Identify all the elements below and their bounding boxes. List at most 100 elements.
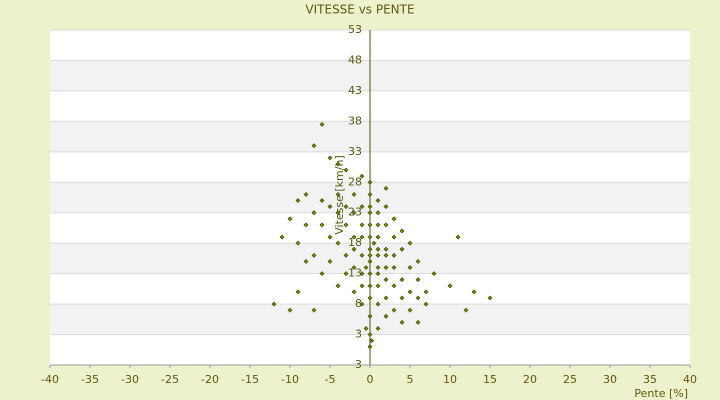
point (415, 259, 421, 264)
point (375, 222, 381, 228)
point (415, 295, 421, 301)
point (359, 222, 365, 228)
point (367, 192, 373, 197)
point (351, 192, 357, 197)
point (367, 271, 373, 277)
x-tick-label: -40 (41, 373, 59, 386)
y-tick-label: 53 (348, 23, 362, 36)
point (327, 259, 333, 264)
point (391, 283, 397, 289)
point (367, 246, 373, 252)
x-tick-label: -10 (281, 373, 299, 386)
point (375, 246, 381, 252)
point (287, 307, 293, 313)
point (407, 265, 413, 270)
point (279, 234, 285, 240)
point (407, 240, 413, 246)
y-tick-label: 8 (355, 297, 362, 310)
x-tick-label: 15 (483, 373, 497, 386)
point (383, 265, 389, 270)
y-tick-label: 13 (348, 267, 362, 280)
x-tick-label: 25 (563, 373, 577, 386)
x-tick-label: 5 (407, 373, 414, 386)
point (471, 289, 477, 295)
point (343, 204, 349, 210)
y-tick-label: 38 (348, 114, 362, 127)
point (371, 240, 377, 246)
point (367, 204, 373, 210)
point (311, 143, 317, 149)
point (359, 271, 365, 277)
point (383, 204, 389, 210)
x-tick-label: 30 (603, 373, 617, 386)
point (335, 283, 341, 289)
point (375, 283, 381, 289)
point (367, 283, 373, 289)
point (391, 234, 397, 240)
y-tick-label: 18 (348, 236, 362, 249)
point (367, 344, 373, 350)
point (367, 210, 373, 216)
point (311, 252, 317, 258)
point (359, 252, 365, 258)
point (375, 301, 381, 307)
point (415, 319, 421, 325)
point (363, 265, 369, 270)
point (303, 259, 309, 264)
x-tick-label: -30 (121, 373, 139, 386)
point (319, 222, 325, 228)
x-tick-label: 35 (643, 373, 657, 386)
point (367, 222, 373, 228)
point (399, 319, 405, 325)
point (367, 234, 373, 240)
point (383, 313, 389, 319)
point (407, 307, 413, 313)
point (295, 240, 301, 246)
y-tick-label: 33 (348, 145, 362, 158)
point (303, 222, 309, 228)
x-axis-label: Pente [%] (634, 387, 688, 400)
point (399, 295, 405, 301)
point (271, 301, 277, 307)
point (399, 277, 405, 283)
point (487, 295, 493, 301)
point (359, 204, 365, 210)
point (351, 246, 357, 252)
point (327, 234, 333, 240)
point (391, 216, 397, 222)
point (367, 295, 373, 301)
x-tick-label: 0 (367, 373, 374, 386)
point (367, 179, 373, 185)
point (311, 210, 317, 216)
y-tick-label: 48 (348, 53, 362, 66)
point (367, 259, 373, 264)
point (369, 338, 375, 344)
point (391, 307, 397, 313)
point (343, 222, 349, 228)
point (359, 283, 365, 289)
point (375, 326, 381, 331)
point (351, 289, 357, 295)
point (327, 155, 333, 161)
point (327, 204, 333, 210)
point (351, 234, 357, 240)
x-tick-label: 20 (523, 373, 537, 386)
point (367, 313, 373, 319)
point (383, 277, 389, 283)
chart-title: VITESSE vs PENTE (305, 3, 414, 17)
point (319, 198, 325, 203)
point (383, 246, 389, 252)
point (343, 252, 349, 258)
y-tick-label: 28 (348, 175, 362, 188)
point (431, 271, 437, 277)
point (383, 252, 389, 258)
point (343, 167, 349, 173)
point (335, 192, 341, 197)
point (335, 240, 341, 246)
point (335, 210, 341, 216)
point (375, 234, 381, 240)
point (383, 185, 389, 191)
point (383, 295, 389, 301)
point (335, 161, 341, 167)
